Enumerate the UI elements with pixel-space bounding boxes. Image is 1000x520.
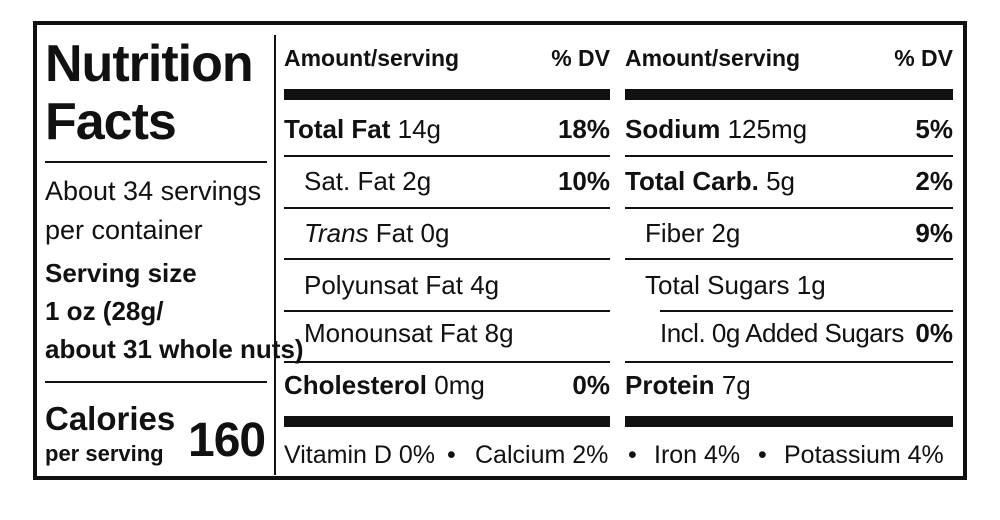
trans-italic: Trans (304, 218, 369, 248)
polyunsat-fat-label: Polyunsat Fat 4g (304, 270, 500, 300)
panel-divider (274, 35, 276, 475)
cholesterol-amount: 0mg (434, 370, 485, 400)
sodium-dv: 5% (915, 114, 953, 144)
total-carb-label: Total Carb. (625, 166, 759, 196)
calories-value: 160 (188, 414, 266, 467)
serving-size-line-1: 1 oz (28g/ (45, 296, 164, 326)
fiber-label: Fiber 2g (645, 218, 741, 248)
protein-amount: 7g (721, 370, 751, 400)
row-total-carb: Total Carb. 5g (625, 166, 795, 196)
footer-calcium: Calcium 2% (475, 441, 609, 469)
fiber-dv: 9% (915, 218, 953, 248)
total-fat-dv: 18% (557, 114, 610, 144)
servings-line-2: per container (45, 215, 203, 245)
sodium-label: Sodium (625, 114, 721, 144)
total-fat-label: Total Fat (284, 114, 391, 144)
footer-potassium: Potassium 4% (784, 441, 944, 469)
footer-bullet-1: • (447, 441, 456, 469)
left-rule-3 (284, 258, 610, 260)
left-rule-4 (284, 310, 610, 312)
right-bottom-bar (625, 416, 953, 427)
servings-line-1: About 34 servings (45, 176, 262, 206)
right-header-dv: % DV (894, 45, 953, 71)
added-sugars-label: Incl. 0g Added Sugars (660, 318, 904, 348)
left-header-amount: Amount/serving (284, 45, 460, 71)
cholesterol-label: Cholesterol (284, 370, 428, 400)
sodium-amount: 125mg (727, 114, 808, 144)
title-line-1: Nutrition (45, 35, 254, 93)
total-carb-dv: 2% (915, 166, 953, 196)
left-bottom-bar (284, 416, 610, 427)
right-rule-1 (625, 155, 953, 157)
footer-vitamin-d: Vitamin D 0% (284, 441, 435, 469)
total-carb-amount: 5g (766, 166, 796, 196)
right-rule-5 (625, 361, 953, 363)
right-rule-4 (660, 310, 953, 312)
footer-iron: Iron 4% (654, 441, 741, 469)
right-rule-3 (625, 258, 953, 260)
row-total-fat: Total Fat 14g (284, 114, 441, 144)
title-line-2: Facts (45, 93, 177, 151)
total-sugars-label: Total Sugars 1g (645, 270, 826, 300)
protein-label: Protein (625, 370, 715, 400)
calories-label: Calories (45, 400, 176, 437)
left-divider-1 (45, 161, 267, 163)
serving-size-line-2: about 31 whole nuts) (45, 334, 304, 364)
right-header-amount: Amount/serving (625, 45, 801, 71)
row-cholesterol: Cholesterol 0mg (284, 370, 485, 400)
sat-fat-dv: 10% (557, 166, 610, 196)
right-rule-2 (625, 207, 953, 209)
row-trans-fat: Trans Fat 0g (304, 218, 449, 248)
row-sodium: Sodium 125mg (625, 114, 807, 144)
footer-bullet-2: • (628, 441, 637, 469)
left-top-bar (284, 89, 610, 100)
added-sugars-dv: 0% (915, 318, 953, 348)
left-rule-1 (284, 155, 610, 157)
serving-size-label: Serving size (45, 258, 197, 288)
row-protein: Protein 7g (625, 370, 751, 400)
left-rule-2 (284, 207, 610, 209)
calories-sub: per serving (45, 441, 164, 466)
left-divider-2 (45, 381, 267, 383)
monounsat-fat-label: Monounsat Fat 8g (304, 318, 514, 348)
trans-fat-label: Fat 0g (375, 218, 450, 248)
footer-bullet-3: • (758, 441, 767, 469)
nutrition-label (33, 21, 967, 480)
left-header-dv: % DV (551, 45, 610, 71)
right-top-bar (625, 89, 953, 100)
sat-fat-label: Sat. Fat 2g (304, 166, 432, 196)
total-fat-amount: 14g (397, 114, 442, 144)
cholesterol-dv: 0% (572, 370, 610, 400)
left-rule-5 (284, 361, 610, 363)
